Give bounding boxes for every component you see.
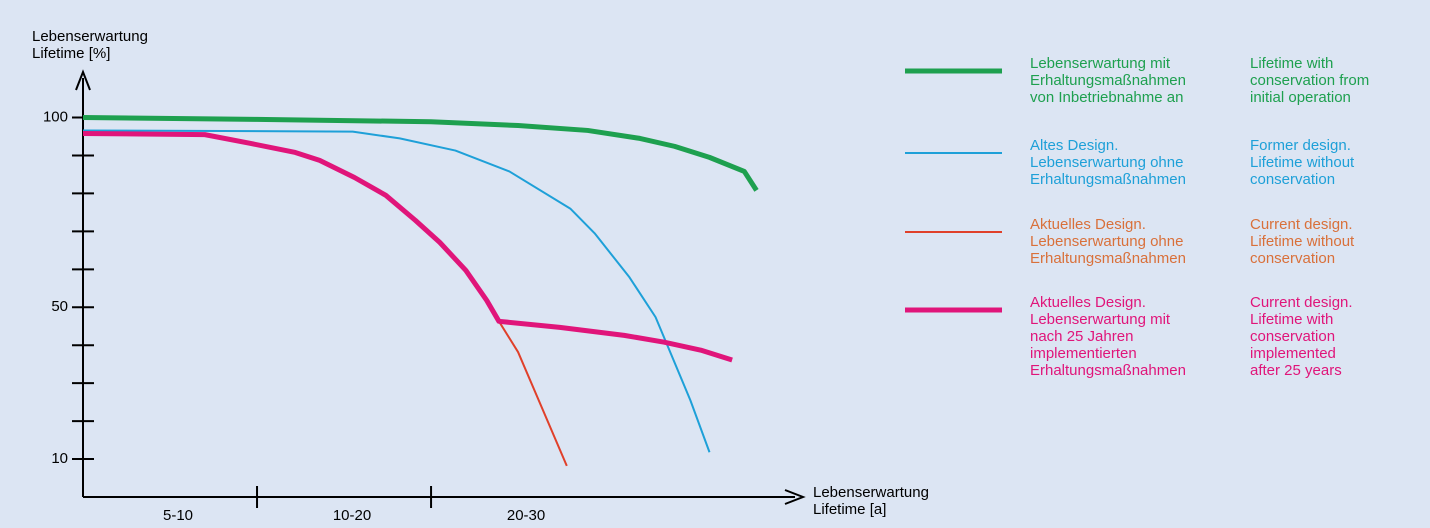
legend-label-de: Aktuelles Design. bbox=[1030, 294, 1146, 311]
series-line bbox=[498, 320, 568, 467]
legend-label-en: initial operation bbox=[1250, 89, 1351, 106]
y-arrow bbox=[75, 69, 91, 91]
legend-label-en: Current design. bbox=[1250, 294, 1353, 311]
legend-label-en: conservation bbox=[1250, 328, 1335, 345]
legend-label-de: Aktuelles Design. bbox=[1030, 216, 1146, 233]
legend-label-de: von Inbetriebnahme an bbox=[1030, 89, 1183, 106]
legend-label-en: Lifetime without bbox=[1250, 233, 1355, 250]
legend-label-de: nach 25 Jahren bbox=[1030, 328, 1133, 345]
x-category-label: 20-30 bbox=[507, 507, 545, 524]
legend-label-de: Erhaltungsmaßnahmen bbox=[1030, 250, 1186, 267]
y-tick-label: 50 bbox=[51, 298, 68, 315]
legend-label-en: conservation from bbox=[1250, 72, 1369, 89]
legend-label-de: Lebenserwartung ohne bbox=[1030, 233, 1183, 250]
legend-label-de: Lebenserwartung ohne bbox=[1030, 154, 1183, 171]
legend-label-en: Lifetime with bbox=[1250, 311, 1333, 328]
legend-label-en: Current design. bbox=[1250, 216, 1353, 233]
x-category-label: 10-20 bbox=[333, 507, 371, 524]
x-axis-label: Lifetime [a] bbox=[813, 501, 886, 518]
legend-label-de: Altes Design. bbox=[1030, 137, 1118, 154]
y-axis-label: Lifetime [%] bbox=[32, 45, 110, 62]
legend-label-de: Lebenserwartung mit bbox=[1030, 311, 1171, 328]
y-axis-label: Lebenserwartung bbox=[32, 28, 148, 45]
legend-label-en: after 25 years bbox=[1250, 362, 1342, 379]
legend-label-de: Lebenserwartung mit bbox=[1030, 55, 1171, 72]
legend-label-en: conservation bbox=[1250, 171, 1335, 188]
legend-label-en: implemented bbox=[1250, 345, 1336, 362]
legend-label-de: Erhaltungsmaßnahmen bbox=[1030, 362, 1186, 379]
series-line bbox=[82, 130, 733, 363]
y-tick-label: 10 bbox=[51, 450, 68, 467]
legend-label-en: Lifetime with bbox=[1250, 55, 1333, 72]
legend-label-de: implementierten bbox=[1030, 345, 1137, 362]
legend-label-de: Erhaltungsmaßnahmen bbox=[1030, 171, 1186, 188]
legend-label-en: conservation bbox=[1250, 250, 1335, 267]
legend-label-en: Former design. bbox=[1250, 137, 1351, 154]
series-line bbox=[82, 115, 759, 192]
x-arrow bbox=[784, 489, 806, 505]
x-axis-label: Lebenserwartung bbox=[813, 484, 929, 501]
legend-label-en: Lifetime without bbox=[1250, 154, 1355, 171]
x-category-label: 5-10 bbox=[163, 507, 193, 524]
y-tick-label: 100 bbox=[43, 109, 68, 126]
legend-label-de: Erhaltungsmaßnahmen bbox=[1030, 72, 1186, 89]
